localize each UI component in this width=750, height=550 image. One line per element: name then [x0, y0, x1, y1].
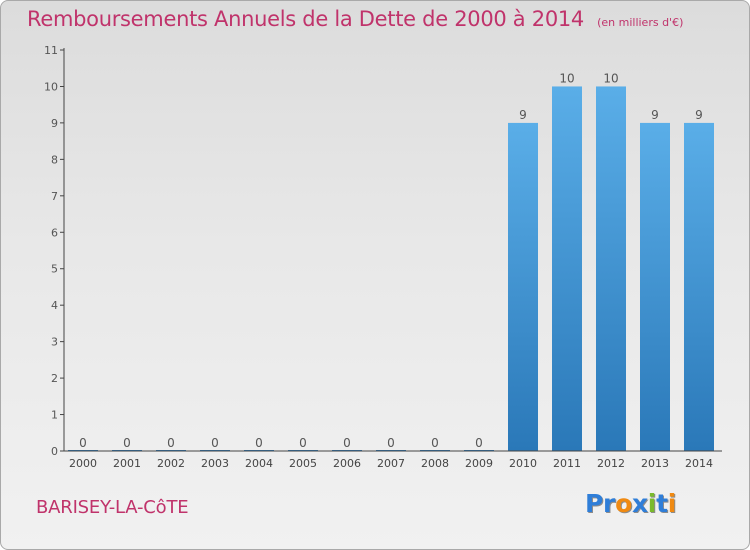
logo-letter: i	[667, 489, 677, 518]
x-tick-label: 2014	[685, 457, 713, 470]
data-label: 0	[79, 436, 87, 450]
data-label: 0	[475, 436, 483, 450]
y-tick-label: 0	[51, 445, 58, 458]
data-label: 10	[559, 71, 574, 85]
data-label: 0	[299, 436, 307, 450]
proxiti-logo: Proxiti	[585, 489, 676, 518]
x-tick-label: 2012	[597, 457, 625, 470]
bar	[684, 122, 714, 451]
y-tick-label: 1	[51, 409, 58, 422]
y-tick-label: 6	[51, 226, 58, 239]
logo-letter: t	[656, 489, 668, 518]
y-tick-label: 9	[51, 117, 58, 130]
y-tick-label: 4	[51, 299, 58, 312]
chart-title-row: Remboursements Annuels de la Dette de 20…	[27, 7, 683, 31]
chart-title: Remboursements Annuels de la Dette de 20…	[27, 7, 584, 31]
y-tick-label: 7	[51, 190, 58, 203]
logo-letter: x	[631, 489, 648, 518]
x-tick-label: 2003	[201, 457, 229, 470]
x-tick-label: 2001	[113, 457, 141, 470]
y-tick-label: 5	[51, 263, 58, 276]
data-label: 0	[123, 436, 131, 450]
data-label: 0	[167, 436, 175, 450]
data-label: 9	[695, 108, 703, 122]
data-label: 0	[387, 436, 395, 450]
x-tick-label: 2013	[641, 457, 669, 470]
logo-letter: o	[615, 489, 632, 518]
data-label: 0	[431, 436, 439, 450]
commune-name: BARISEY-LA-CôTE	[36, 497, 189, 518]
logo-letter: P	[585, 489, 604, 518]
data-label: 0	[343, 436, 351, 450]
data-label: 0	[255, 436, 263, 450]
x-tick-label: 2009	[465, 457, 493, 470]
y-tick-label: 3	[51, 336, 58, 349]
x-tick-label: 2011	[553, 457, 581, 470]
x-tick-label: 2010	[509, 457, 537, 470]
y-tick-label: 2	[51, 372, 58, 385]
x-tick-label: 2005	[289, 457, 317, 470]
data-label: 10	[603, 71, 618, 85]
bar	[552, 86, 582, 452]
x-tick-label: 2006	[333, 457, 361, 470]
y-tick-label: 10	[44, 80, 58, 93]
bar	[508, 122, 538, 451]
data-label: 0	[211, 436, 219, 450]
x-tick-label: 2007	[377, 457, 405, 470]
logo-letter: r	[603, 489, 616, 518]
y-tick-label: 8	[51, 153, 58, 166]
y-tick-label: 11	[44, 44, 58, 57]
bar	[640, 122, 670, 451]
chart-unit: (en milliers d'€)	[597, 16, 684, 29]
data-label: 9	[651, 108, 659, 122]
x-tick-label: 2008	[421, 457, 449, 470]
data-label: 9	[519, 108, 527, 122]
bar	[596, 86, 626, 452]
x-tick-label: 2000	[69, 457, 97, 470]
logo-letter: i	[647, 489, 657, 518]
x-tick-label: 2004	[245, 457, 273, 470]
x-tick-label: 2002	[157, 457, 185, 470]
